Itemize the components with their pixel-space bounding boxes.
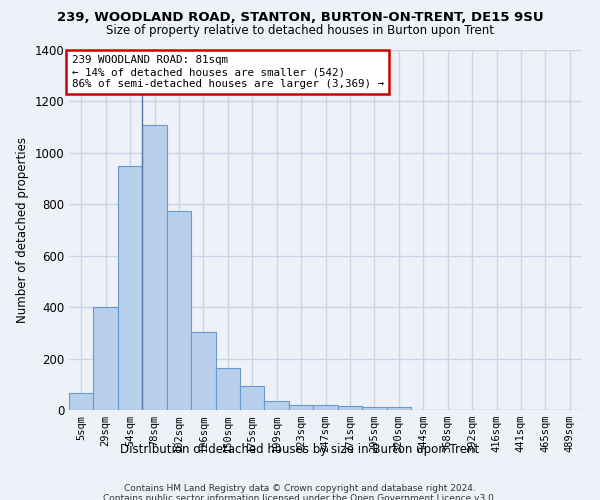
Bar: [69, 394, 94, 410]
Text: 239 WOODLAND ROAD: 81sqm
← 14% of detached houses are smaller (542)
86% of semi-: 239 WOODLAND ROAD: 81sqm ← 14% of detach…: [71, 56, 383, 88]
Bar: [338, 406, 362, 410]
Bar: [215, 368, 240, 410]
Text: Distribution of detached houses by size in Burton upon Trent: Distribution of detached houses by size …: [121, 442, 479, 456]
Bar: [265, 401, 289, 410]
Text: Size of property relative to detached houses in Burton upon Trent: Size of property relative to detached ho…: [106, 24, 494, 37]
Bar: [386, 407, 411, 410]
Bar: [142, 124, 167, 410]
Bar: [289, 405, 313, 410]
Bar: [240, 386, 265, 410]
Bar: [362, 407, 386, 410]
Bar: [313, 406, 338, 410]
Y-axis label: Number of detached properties: Number of detached properties: [16, 137, 29, 323]
Text: Contains public sector information licensed under the Open Government Licence v3: Contains public sector information licen…: [103, 494, 497, 500]
Text: Contains HM Land Registry data © Crown copyright and database right 2024.: Contains HM Land Registry data © Crown c…: [124, 484, 476, 493]
Bar: [167, 210, 191, 410]
Text: 239, WOODLAND ROAD, STANTON, BURTON-ON-TRENT, DE15 9SU: 239, WOODLAND ROAD, STANTON, BURTON-ON-T…: [56, 11, 544, 24]
Bar: [118, 166, 142, 410]
Bar: [191, 332, 215, 410]
Bar: [94, 307, 118, 410]
